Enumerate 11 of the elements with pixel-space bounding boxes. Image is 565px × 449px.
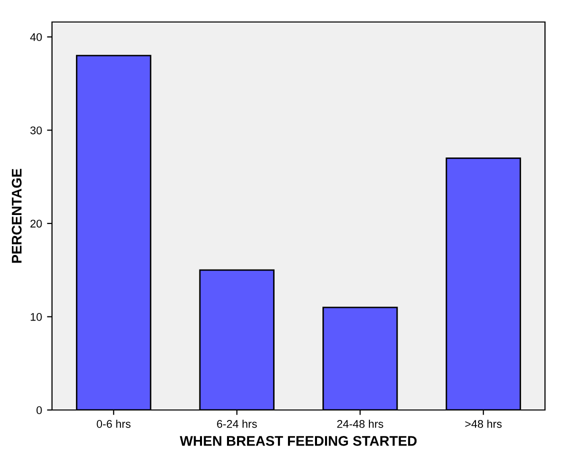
y-tick-label: 30 bbox=[30, 126, 42, 134]
x-tick-label: 6-24 hrs bbox=[217, 420, 257, 428]
y-tick-label: 20 bbox=[30, 220, 42, 228]
x-tick-label: 0-6 hrs bbox=[96, 420, 131, 428]
y-tick-label: 0 bbox=[36, 406, 42, 414]
x-tick-label: >48 hrs bbox=[465, 420, 502, 428]
y-axis-title: PERCENTAGE bbox=[12, 168, 22, 263]
x-axis-title: WHEN BREAST FEEDING STARTED bbox=[180, 436, 417, 446]
y-tick-label: 40 bbox=[30, 33, 42, 42]
x-tick-label: 24-48 hrs bbox=[337, 420, 384, 428]
y-tick-label: 10 bbox=[30, 313, 42, 321]
